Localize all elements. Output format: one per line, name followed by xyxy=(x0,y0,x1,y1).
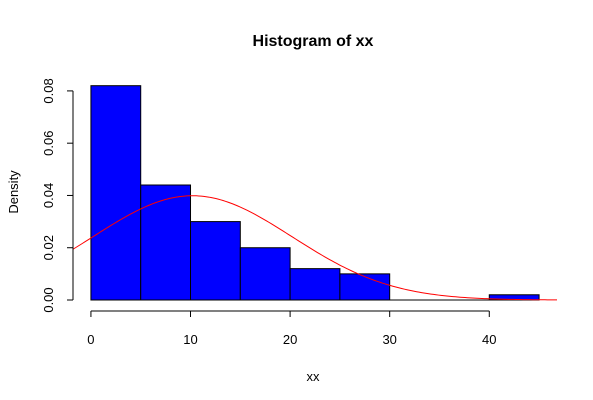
histogram-bar-0 xyxy=(90,85,142,301)
bars-group xyxy=(90,85,540,301)
y-tick-label: 0.00 xyxy=(41,287,56,312)
x-tick-label: 20 xyxy=(283,332,297,347)
x-tick-label: 30 xyxy=(382,332,396,347)
y-tick-label: 0.04 xyxy=(41,183,56,208)
y-axis: 0.00 0.02 0.04 0.06 0.08 xyxy=(41,78,74,313)
density-curve xyxy=(72,195,558,301)
histogram-bar-3 xyxy=(239,247,291,301)
y-tick-label: 0.02 xyxy=(41,235,56,260)
histogram-bar-8 xyxy=(488,294,540,301)
histogram-bar-1 xyxy=(140,184,192,301)
y-tick-label: 0.08 xyxy=(41,78,56,103)
histogram-bar-5 xyxy=(339,273,391,301)
x-axis: 0 10 20 30 40 xyxy=(87,310,497,347)
x-tick-label: 10 xyxy=(183,332,197,347)
x-tick-label: 0 xyxy=(87,332,94,347)
histogram-bar-4 xyxy=(289,268,341,301)
histogram-bar-2 xyxy=(190,221,241,301)
y-tick-label: 0.06 xyxy=(41,131,56,156)
y-axis-label: Density xyxy=(6,170,21,214)
x-tick-label: 40 xyxy=(482,332,496,347)
chart-title: Histogram of xx xyxy=(253,33,374,50)
x-axis-label: xx xyxy=(307,369,321,384)
